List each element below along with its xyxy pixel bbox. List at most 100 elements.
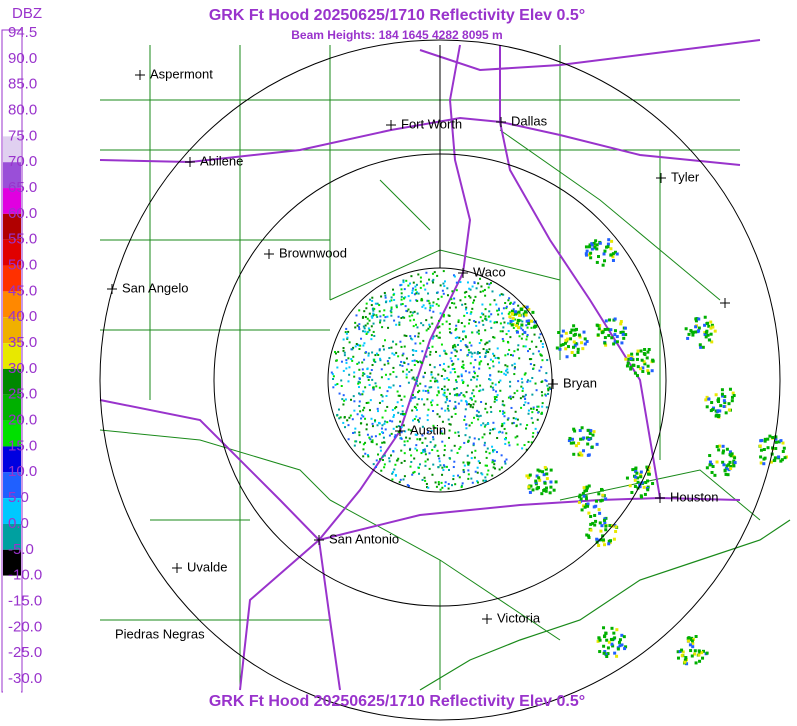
city-label: Tyler — [671, 169, 700, 184]
echo — [584, 495, 588, 499]
echo — [369, 438, 372, 441]
echo — [471, 285, 474, 288]
echo — [470, 344, 473, 347]
echo — [403, 440, 406, 443]
echo — [405, 368, 408, 371]
echo — [591, 433, 595, 437]
echo — [479, 384, 482, 387]
echo — [511, 354, 514, 357]
echo — [525, 427, 528, 430]
echo — [342, 421, 345, 424]
echo — [382, 348, 385, 351]
echo — [363, 372, 366, 375]
echo — [618, 638, 622, 642]
echo — [376, 302, 379, 305]
echo — [440, 343, 443, 346]
echo — [370, 315, 373, 318]
echo — [371, 296, 374, 299]
echo — [387, 326, 390, 329]
echo — [495, 399, 498, 402]
echo — [404, 305, 407, 308]
echo — [512, 302, 515, 305]
echo — [483, 425, 486, 428]
echo — [495, 303, 498, 306]
echo — [620, 643, 624, 647]
echo — [613, 340, 617, 344]
echo — [390, 346, 393, 349]
echo — [587, 484, 591, 488]
echo — [373, 358, 376, 361]
echo — [430, 373, 433, 376]
echo — [381, 326, 384, 329]
echo — [701, 345, 705, 349]
echo — [526, 380, 529, 383]
echo — [598, 324, 602, 328]
echo — [547, 387, 550, 390]
echo — [605, 654, 609, 658]
echo — [470, 457, 473, 460]
echo — [517, 326, 521, 330]
legend-swatch — [3, 394, 21, 421]
echo — [383, 466, 386, 469]
echo — [450, 351, 453, 354]
echo — [485, 319, 488, 322]
echo — [525, 319, 529, 323]
echo — [615, 340, 619, 344]
echo — [622, 336, 626, 340]
echo — [532, 367, 535, 370]
echo — [379, 357, 382, 360]
echo — [483, 288, 486, 291]
echo — [584, 245, 588, 249]
echo — [547, 389, 550, 392]
echo — [403, 459, 406, 462]
echo — [392, 366, 395, 369]
echo — [516, 418, 519, 421]
echo — [398, 394, 401, 397]
echo — [480, 285, 483, 288]
echo — [362, 415, 365, 418]
echo — [509, 322, 512, 325]
echo — [541, 405, 544, 408]
echo — [395, 425, 398, 428]
echo — [646, 479, 650, 483]
echo — [641, 366, 645, 370]
echo — [466, 403, 469, 406]
echo — [386, 315, 389, 318]
echo — [342, 394, 345, 397]
echo — [497, 431, 500, 434]
echo — [534, 427, 537, 430]
echo — [526, 326, 529, 329]
echo — [442, 313, 445, 316]
echo — [759, 448, 763, 452]
echo — [348, 373, 351, 376]
echo — [467, 349, 470, 352]
echo — [633, 484, 637, 488]
echo — [484, 352, 487, 355]
echo — [413, 470, 416, 473]
echo — [694, 635, 698, 639]
echo — [463, 325, 466, 328]
echo — [455, 324, 458, 327]
echo — [453, 297, 456, 300]
echo — [642, 485, 646, 489]
echo — [370, 304, 373, 307]
echo — [557, 331, 561, 335]
echo — [442, 282, 445, 285]
echo — [544, 379, 547, 382]
echo — [400, 303, 403, 306]
echo — [530, 407, 533, 410]
echo — [514, 436, 517, 439]
echo — [687, 332, 691, 336]
echo — [408, 448, 411, 451]
echo — [472, 443, 475, 446]
echo — [730, 452, 734, 456]
echo — [483, 433, 486, 436]
echo — [604, 528, 608, 532]
echo — [403, 288, 406, 291]
echo — [705, 651, 709, 655]
echo — [484, 329, 487, 332]
echo — [601, 330, 605, 334]
echo — [452, 474, 455, 477]
echo — [416, 449, 419, 452]
echo — [439, 431, 442, 434]
